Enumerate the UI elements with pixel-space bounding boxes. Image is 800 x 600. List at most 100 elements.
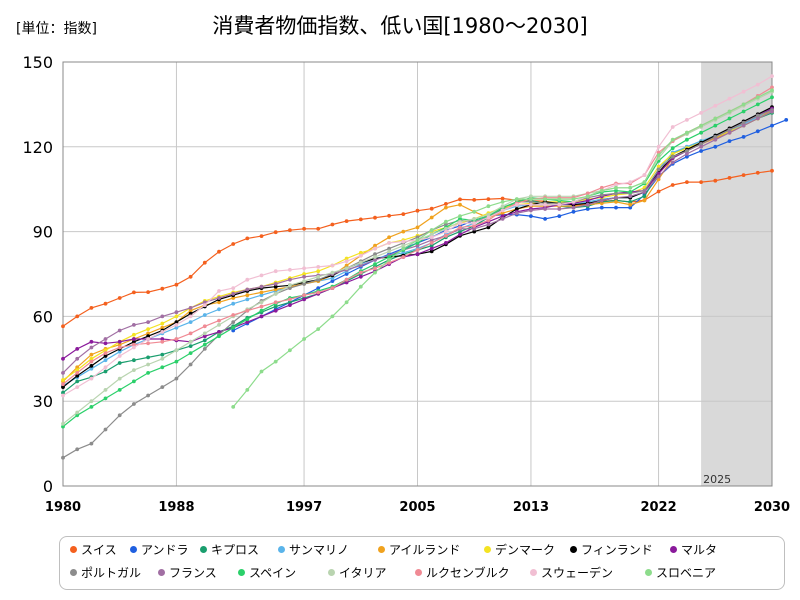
data-point [316,286,321,290]
data-point [444,233,448,238]
data-point [429,206,434,211]
data-point [599,198,604,203]
data-point [103,369,108,374]
data-point [599,188,604,193]
data-point [259,314,264,319]
data-point [330,314,335,319]
y-tick-label: 150 [22,53,53,72]
data-point [217,330,221,334]
data-point [75,447,80,452]
data-point [628,180,633,185]
data-point [160,330,165,334]
data-point [685,154,689,159]
data-point [656,189,661,194]
data-point [401,229,406,234]
data-point [373,266,377,271]
data-point [585,191,590,196]
data-point [117,339,122,344]
data-point [500,214,505,219]
data-point [571,209,576,214]
data-point [727,127,732,132]
data-point [146,341,151,346]
data-point [132,290,136,295]
legend-item: ルクセンブルク [415,564,510,582]
data-point [160,385,165,389]
data-point [543,217,547,221]
data-point [75,410,80,415]
legend-marker [530,569,537,576]
data-point [89,345,94,350]
legend-marker [70,546,77,553]
data-point [231,301,236,306]
data-point [89,366,94,371]
data-point [699,111,703,115]
data-point [670,146,675,151]
data-point [202,324,207,329]
data-point [727,116,732,121]
legend-label: マルタ [681,543,718,557]
legend-label: アイルランド [389,543,461,557]
data-point [585,194,590,199]
data-point [202,331,207,336]
data-point [89,399,94,404]
data-point [174,376,179,381]
data-point [117,376,122,381]
data-point [174,310,179,315]
data-point [770,168,774,173]
data-point [571,197,576,202]
data-point [472,229,477,234]
data-point [61,424,65,429]
data-point [188,274,193,279]
data-point [628,194,633,199]
data-point [75,365,80,370]
x-tick-label: 2022 [640,500,676,515]
data-point [614,191,618,196]
data-point [75,368,80,372]
data-point [202,313,207,317]
legend-item: アンドラ [130,541,189,559]
data-point [444,219,448,224]
data-point [699,180,703,185]
data-point [245,317,250,322]
data-point [217,300,221,305]
data-point [217,334,221,339]
data-point [117,388,122,392]
data-point [132,345,136,350]
data-point [344,219,349,224]
data-point [160,337,165,341]
data-point [529,200,533,204]
legend-item: サンマリノ [278,541,349,559]
data-point [288,286,292,290]
data-point [188,320,193,324]
data-point [217,296,221,300]
data-point [174,314,179,319]
data-point [557,202,562,207]
unit-label: [単位：指数] [16,21,97,37]
data-point [614,183,618,187]
data-point [273,282,278,286]
data-point [770,95,774,100]
data-point [259,369,264,374]
data-point [670,137,675,142]
data-point [614,188,618,193]
data-point [387,235,391,240]
data-point [75,385,80,389]
data-point [132,368,136,372]
legend-marker [670,546,677,553]
data-point [429,249,434,254]
data-point [202,260,207,265]
data-point [61,378,65,382]
data-point [316,269,321,274]
data-point [415,225,420,230]
data-point [784,118,789,122]
data-point [146,337,151,341]
data-point [245,308,250,313]
data-point [401,255,406,259]
data-point [741,120,746,125]
data-point [103,396,108,401]
data-point [670,152,675,156]
data-point [146,327,151,331]
data-point [273,300,278,305]
data-point [344,263,349,268]
data-point [373,252,377,257]
